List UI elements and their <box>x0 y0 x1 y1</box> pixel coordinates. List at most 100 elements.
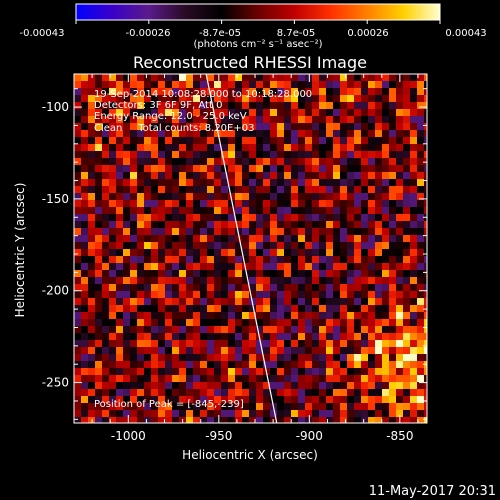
heatmap-cell <box>403 193 410 200</box>
heatmap-cell <box>333 207 340 214</box>
heatmap-cell <box>298 130 305 137</box>
heatmap-cell <box>249 193 256 200</box>
heatmap-cell <box>151 179 158 186</box>
heatmap-cell <box>95 256 102 263</box>
heatmap-cell <box>81 144 88 151</box>
heatmap-cell <box>403 186 410 193</box>
heatmap-cell <box>88 270 95 277</box>
heatmap-cell <box>214 123 221 130</box>
heatmap-cell <box>88 389 95 396</box>
heatmap-cell <box>228 221 235 228</box>
heatmap-cell <box>256 249 263 256</box>
heatmap-cell <box>179 291 186 298</box>
heatmap-cell <box>193 249 200 256</box>
heatmap-cell <box>410 95 417 102</box>
heatmap-cell <box>193 214 200 221</box>
heatmap-cell <box>158 326 165 333</box>
heatmap-cell <box>354 312 361 319</box>
heatmap-cell <box>137 277 144 284</box>
heatmap-cell <box>221 319 228 326</box>
heatmap-cell <box>130 151 137 158</box>
heatmap-cell <box>186 81 193 88</box>
heatmap-cell <box>88 214 95 221</box>
heatmap-cell <box>298 368 305 375</box>
heatmap-cell <box>312 326 319 333</box>
heatmap-cell <box>403 389 410 396</box>
heatmap-cell <box>291 158 298 165</box>
heatmap-cell <box>214 410 221 417</box>
heatmap-cell <box>165 102 172 109</box>
heatmap-cell <box>193 291 200 298</box>
heatmap-cell <box>417 158 424 165</box>
heatmap-cell <box>95 347 102 354</box>
heatmap-cell <box>368 354 375 361</box>
heatmap-cell <box>305 410 312 417</box>
heatmap-cell <box>312 249 319 256</box>
heatmap-cell <box>123 284 130 291</box>
heatmap-cell <box>207 144 214 151</box>
heatmap-cell <box>375 361 382 368</box>
annotation-total-counts: Clean Total counts: 8.20E+03 <box>94 123 254 134</box>
heatmap-cell <box>123 340 130 347</box>
heatmap-cell <box>277 151 284 158</box>
heatmap-cell <box>81 354 88 361</box>
heatmap-cell <box>277 228 284 235</box>
heatmap-cell <box>109 144 116 151</box>
heatmap-cell <box>186 95 193 102</box>
heatmap-cell <box>228 277 235 284</box>
heatmap-cell <box>340 179 347 186</box>
heatmap-cell <box>109 221 116 228</box>
heatmap-cell <box>333 235 340 242</box>
heatmap-cell <box>81 298 88 305</box>
heatmap-cell <box>221 221 228 228</box>
heatmap-cell <box>417 291 424 298</box>
heatmap-cell <box>291 235 298 242</box>
heatmap-cell <box>277 179 284 186</box>
heatmap-cell <box>228 123 235 130</box>
heatmap-cell <box>249 361 256 368</box>
heatmap-cell <box>81 109 88 116</box>
heatmap-cell <box>74 151 81 158</box>
heatmap-cell <box>179 109 186 116</box>
heatmap-cell <box>102 347 109 354</box>
heatmap-cell <box>291 221 298 228</box>
heatmap-cell <box>424 417 427 423</box>
heatmap-cell <box>186 375 193 382</box>
heatmap-cell <box>389 354 396 361</box>
heatmap-cell <box>116 186 123 193</box>
heatmap-cell <box>172 403 179 410</box>
heatmap-cell <box>312 179 319 186</box>
heatmap-cell <box>221 214 228 221</box>
heatmap-cell <box>263 165 270 172</box>
heatmap-cell <box>410 396 417 403</box>
heatmap-cell <box>368 333 375 340</box>
heatmap-cell <box>144 165 151 172</box>
heatmap-cell <box>109 354 116 361</box>
heatmap-cell <box>228 200 235 207</box>
heatmap-cell <box>207 74 214 81</box>
heatmap-cell <box>116 410 123 417</box>
heatmap-cell <box>389 333 396 340</box>
heatmap-cell <box>361 298 368 305</box>
heatmap-cell <box>333 95 340 102</box>
heatmap-cell <box>277 81 284 88</box>
heatmap-cell <box>74 340 81 347</box>
heatmap-cell <box>326 165 333 172</box>
heatmap-cell <box>144 347 151 354</box>
heatmap-cell <box>277 340 284 347</box>
heatmap-cell <box>256 235 263 242</box>
heatmap-cell <box>172 410 179 417</box>
heatmap-cell <box>333 81 340 88</box>
heatmap-cell <box>319 193 326 200</box>
heatmap-cell <box>200 291 207 298</box>
heatmap-cell <box>109 396 116 403</box>
heatmap-cell <box>410 361 417 368</box>
heatmap-cell <box>235 137 242 144</box>
heatmap-cell <box>319 200 326 207</box>
heatmap-cell <box>410 158 417 165</box>
heatmap-cell <box>298 74 305 81</box>
heatmap-cell <box>130 382 137 389</box>
heatmap-cell <box>186 214 193 221</box>
heatmap-cell <box>305 200 312 207</box>
heatmap-cell <box>228 81 235 88</box>
